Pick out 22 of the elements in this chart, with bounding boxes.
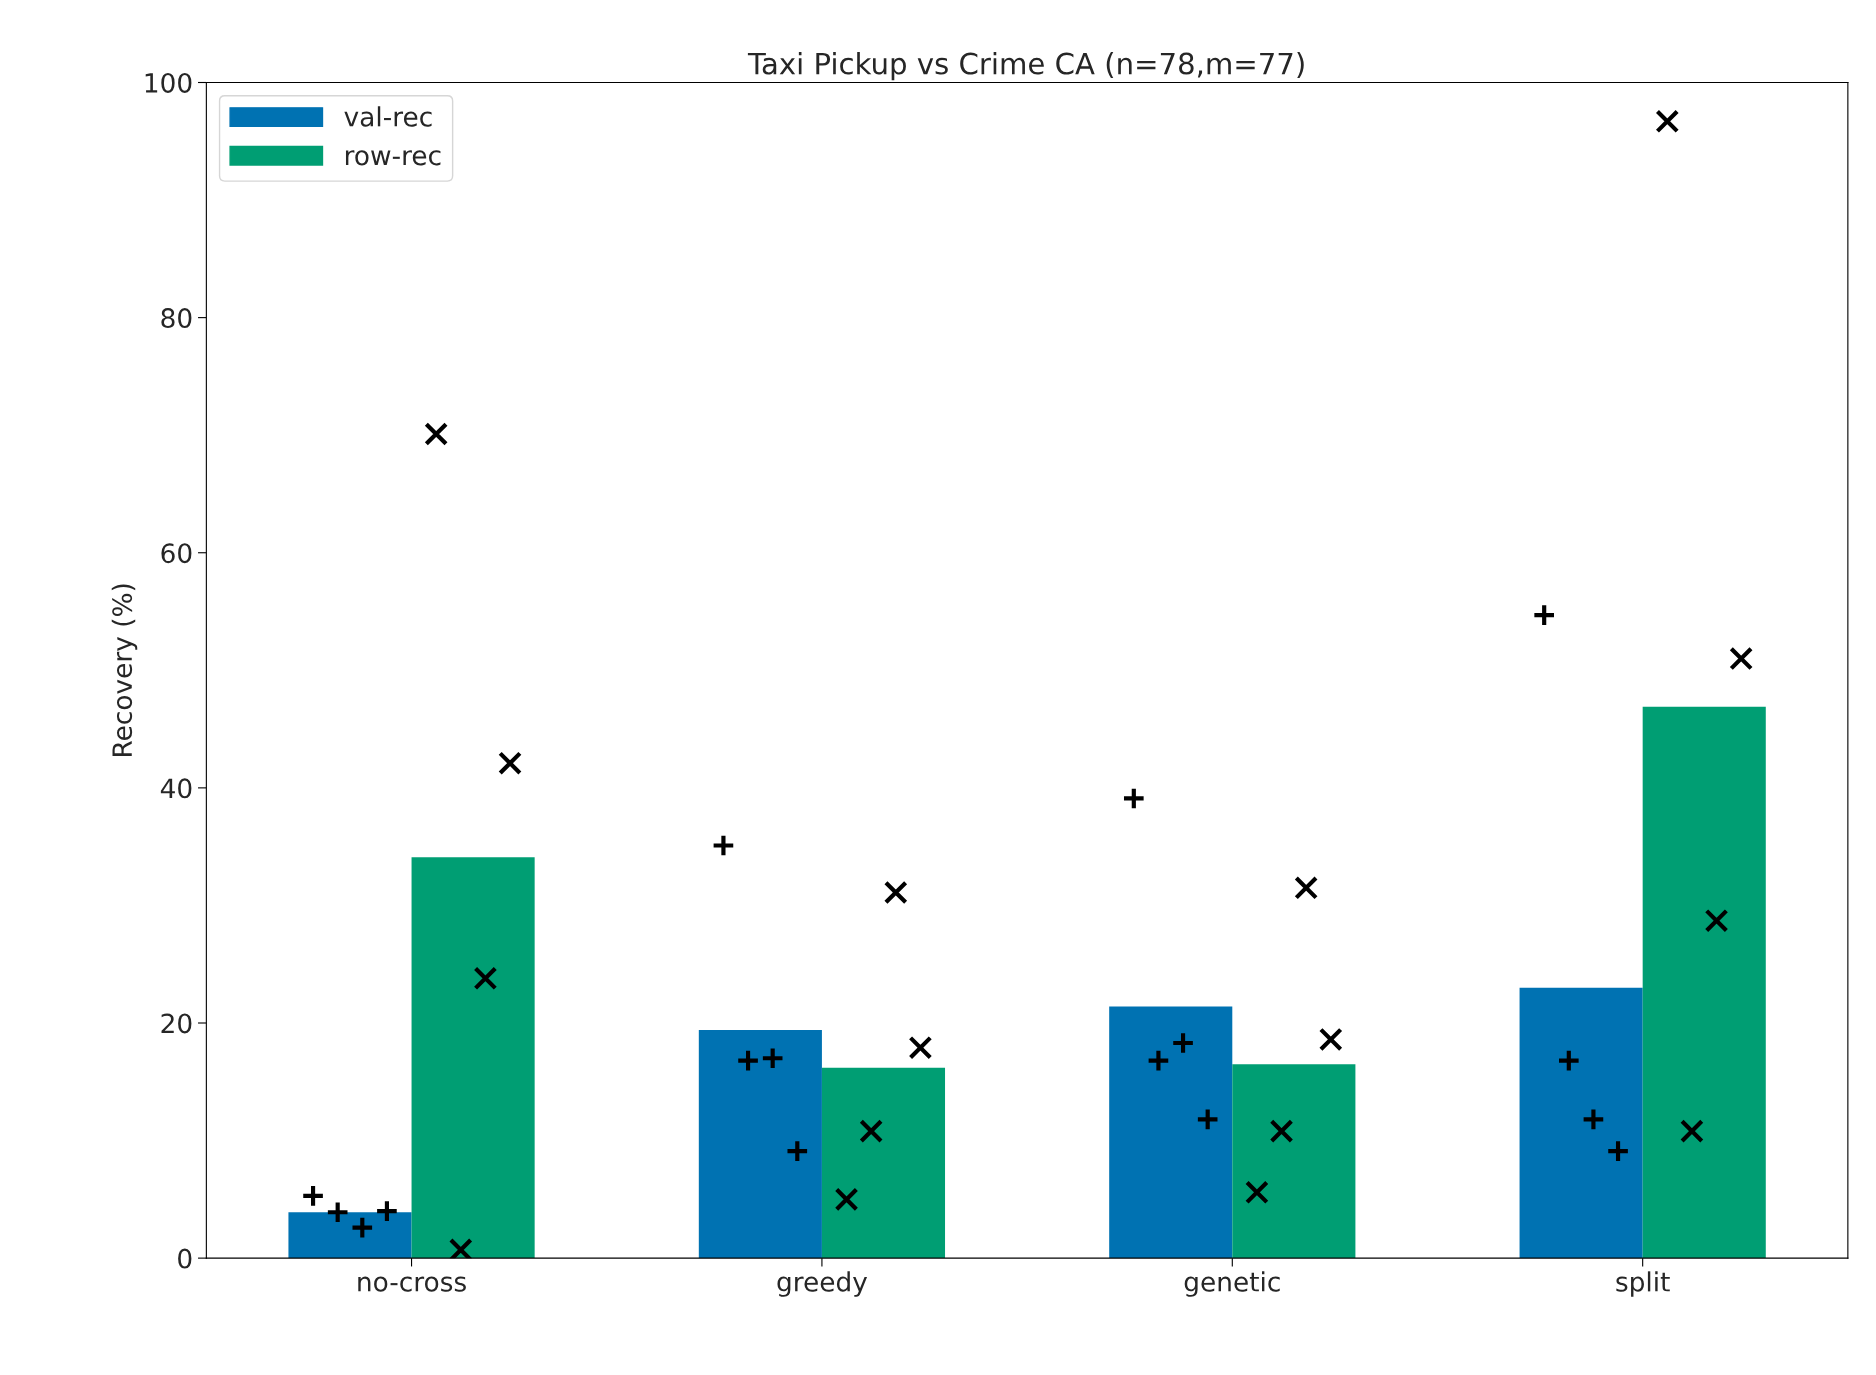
y-tick-label: 100: [145, 72, 192, 93]
y-tick-label: 0: [178, 1248, 192, 1269]
bar: [1232, 1064, 1356, 1259]
bar: [1519, 987, 1643, 1259]
y-tick-label: 80: [161, 308, 192, 329]
bar: [698, 1030, 822, 1259]
y-tick-label: 20: [161, 1013, 192, 1034]
x-tick-label: greedy: [777, 1271, 868, 1297]
y-axis-title: Recovery (%): [111, 584, 138, 756]
bar: [411, 857, 535, 1259]
x-tick-label: genetic: [1184, 1271, 1280, 1297]
bar: [821, 1067, 946, 1259]
x-tick-label: split: [1616, 1271, 1670, 1297]
bar: [288, 1212, 412, 1259]
chart-title: Taxi Pickup vs Crime CA (n=78,m=77): [747, 52, 1304, 81]
bar: [1109, 1006, 1233, 1259]
legend-label: row-rec: [345, 150, 441, 166]
y-tick-label: 40: [160, 778, 192, 799]
legend-label: val-rec: [344, 106, 432, 127]
x-tick-label: no-cross: [358, 1276, 466, 1292]
y-tick-label: 60: [161, 543, 192, 564]
bar: [1642, 706, 1766, 1259]
